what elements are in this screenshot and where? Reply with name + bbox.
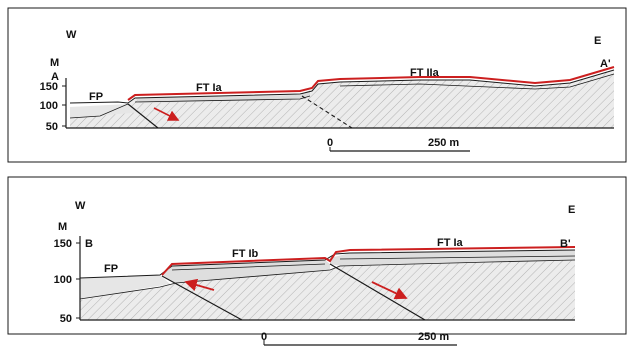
west-label-a: W: [66, 29, 77, 41]
unit-ft-ia-b: FT Ia: [437, 237, 464, 249]
east-label-a: E: [594, 35, 601, 47]
y-tick-label: 150: [40, 81, 58, 93]
scale-zero-b: 0: [261, 331, 267, 343]
y-tick-label: 150: [54, 238, 72, 250]
section-start-a: A: [51, 71, 59, 83]
terrace-fill-b2: [330, 250, 575, 266]
bedrock-a: [70, 70, 614, 128]
unit-ft-ib-b: FT Ib: [232, 248, 259, 260]
scale-zero-a: 0: [327, 137, 333, 149]
scale-length-a: 250 m: [428, 137, 459, 149]
scale-length-b: 250 m: [418, 331, 449, 343]
contact-line-a: [69, 103, 129, 119]
inferred-fault-a: [301, 95, 353, 129]
terrace-base-b1: [171, 263, 326, 271]
section-b: [76, 236, 576, 346]
surface-line-a: [127, 66, 615, 101]
unit-ft-ia-a: FT Ia: [196, 82, 223, 94]
section-end-a: A': [600, 58, 611, 70]
floodplain-fill-b: [80, 275, 170, 299]
unit-label-a: M: [50, 57, 59, 69]
contact-line-b: [79, 259, 576, 300]
slip-arrow-a: [153, 107, 180, 121]
y-tick-label: 100: [54, 274, 72, 286]
profile-outline-b: [79, 249, 576, 279]
panel-b-frame: [7, 176, 627, 335]
y-tick-label: 100: [40, 100, 58, 112]
west-label-b: W: [75, 200, 86, 212]
profile-outline-a: [69, 69, 615, 104]
terrace-base-b2: [339, 255, 576, 260]
y-tick-label: 50: [60, 313, 72, 325]
section-start-b: B: [85, 238, 93, 250]
slip-arrow-b1: [184, 278, 215, 292]
terrace-base-a2: [339, 73, 615, 90]
section-a: [62, 66, 615, 152]
east-label-b: E: [568, 204, 575, 216]
unit-fp-a: FP: [89, 91, 103, 103]
slip-arrow-b2: [371, 281, 408, 300]
bedrock-b: [80, 260, 575, 320]
unit-label-b: M: [58, 221, 67, 233]
fault-b1: [161, 275, 243, 321]
fault-b2: [329, 263, 426, 321]
unit-fp-b: FP: [104, 263, 118, 275]
panel-a-frame: [7, 7, 627, 163]
unit-ft-iia-a: FT IIa: [410, 67, 440, 79]
surface-line-b: [161, 246, 576, 276]
fault-a: [127, 103, 159, 129]
section-end-b: B': [560, 238, 571, 250]
y-tick-label: 50: [46, 121, 58, 133]
floodplain-fill-a: [70, 104, 143, 118]
terrace-base-a: [134, 95, 311, 103]
